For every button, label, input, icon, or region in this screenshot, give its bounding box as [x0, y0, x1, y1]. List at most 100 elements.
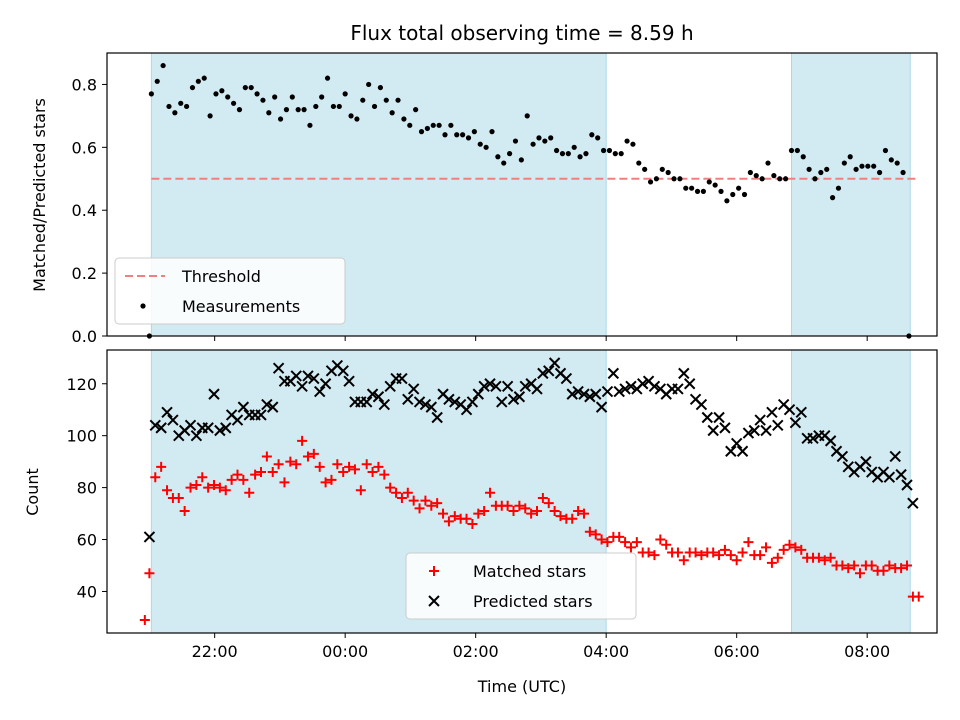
predicted-point: [607, 367, 620, 380]
data-point: [900, 169, 906, 176]
data-point: [606, 147, 613, 154]
data-point: [642, 166, 648, 172]
data-point: [313, 103, 319, 110]
predicted-point: [807, 432, 819, 444]
matched-point: [261, 451, 272, 462]
matched-point: [308, 448, 319, 459]
matched-point: [520, 503, 531, 514]
data-point: [272, 94, 278, 100]
matched-point: [502, 500, 513, 511]
matched-point: [438, 508, 449, 519]
matched-point: [825, 552, 836, 563]
predicted-point: [272, 362, 285, 374]
predicted-point: [372, 391, 385, 403]
data-point: [301, 107, 307, 113]
predicted-point: [795, 406, 807, 419]
matched-point: [737, 547, 748, 558]
x-tick-label: 06:00: [714, 642, 760, 661]
predicted-point: [537, 367, 549, 380]
matched-point: [690, 547, 701, 558]
data-point: [342, 91, 348, 97]
data-point: [694, 188, 701, 194]
matched-point: [285, 456, 296, 467]
data-point: [659, 166, 665, 172]
data-point: [471, 129, 477, 135]
data-point: [489, 129, 495, 135]
data-point: [876, 169, 883, 176]
data-point: [219, 88, 225, 94]
matched-point: [320, 477, 331, 488]
matched-point: [866, 560, 877, 571]
matched-point: [678, 555, 689, 566]
matched-point: [766, 557, 777, 568]
predicted-point: [695, 398, 708, 411]
y-tick-label: 100: [66, 427, 97, 446]
predicted-point: [701, 411, 714, 424]
predicted-point: [889, 450, 901, 463]
matched-point: [467, 518, 478, 529]
axes-frame: [106, 52, 938, 337]
predicted-point: [360, 396, 373, 408]
data-point: [835, 185, 842, 191]
matched-point: [344, 461, 355, 472]
predicted-point: [149, 419, 161, 432]
matched-point: [526, 508, 537, 519]
matched-point: [913, 591, 924, 602]
data-point: [777, 176, 783, 182]
data-point: [706, 179, 712, 185]
matched-point: [696, 550, 707, 561]
data-point: [248, 84, 254, 91]
data-point: [319, 94, 325, 100]
predicted-point: [683, 378, 696, 390]
matched-point: [373, 461, 384, 472]
matched-point: [813, 552, 824, 563]
predicted-point: [648, 380, 661, 393]
predicted-point: [513, 391, 526, 403]
data-point: [671, 176, 677, 182]
matched-point: [567, 513, 578, 524]
data-point: [166, 103, 172, 110]
matched-point: [485, 487, 496, 498]
predicted-point: [619, 383, 631, 395]
predicted-point: [155, 422, 167, 434]
matched-point: [297, 435, 308, 446]
data-point: [518, 157, 524, 163]
matched-point: [772, 552, 783, 563]
matched-point: [573, 505, 584, 516]
matched-point: [414, 503, 425, 514]
predicted-point: [190, 429, 203, 442]
data-point: [460, 132, 466, 138]
legend-entry-label: Predicted stars: [473, 592, 593, 611]
predicted-point: [231, 414, 244, 426]
data-point: [366, 81, 372, 88]
predicted-point: [378, 398, 391, 411]
matched-point: [849, 560, 860, 571]
predicted-point: [366, 388, 379, 400]
predicted-point: [736, 445, 749, 457]
data-point: [307, 122, 313, 128]
series-matched-stars: [139, 435, 924, 626]
data-point: [495, 154, 501, 160]
data-point: [871, 163, 877, 169]
data-point: [724, 198, 730, 204]
data-point: [336, 103, 342, 110]
predicted-point: [449, 396, 461, 408]
data-point: [389, 110, 395, 116]
y-tick-label: 40: [77, 582, 97, 601]
data-point: [184, 103, 190, 110]
matched-point: [714, 550, 725, 561]
data-point: [295, 107, 301, 113]
predicted-point: [578, 388, 590, 400]
matched-point: [784, 539, 795, 550]
data-point: [242, 84, 248, 91]
data-point: [636, 160, 642, 166]
data-point: [812, 176, 818, 182]
data-point: [589, 132, 595, 138]
data-point: [277, 116, 284, 122]
data-point: [765, 160, 771, 166]
matched-point: [361, 459, 372, 470]
predicted-point: [261, 398, 273, 411]
data-point: [806, 166, 812, 172]
data-point: [736, 185, 742, 191]
data-point: [512, 138, 519, 144]
